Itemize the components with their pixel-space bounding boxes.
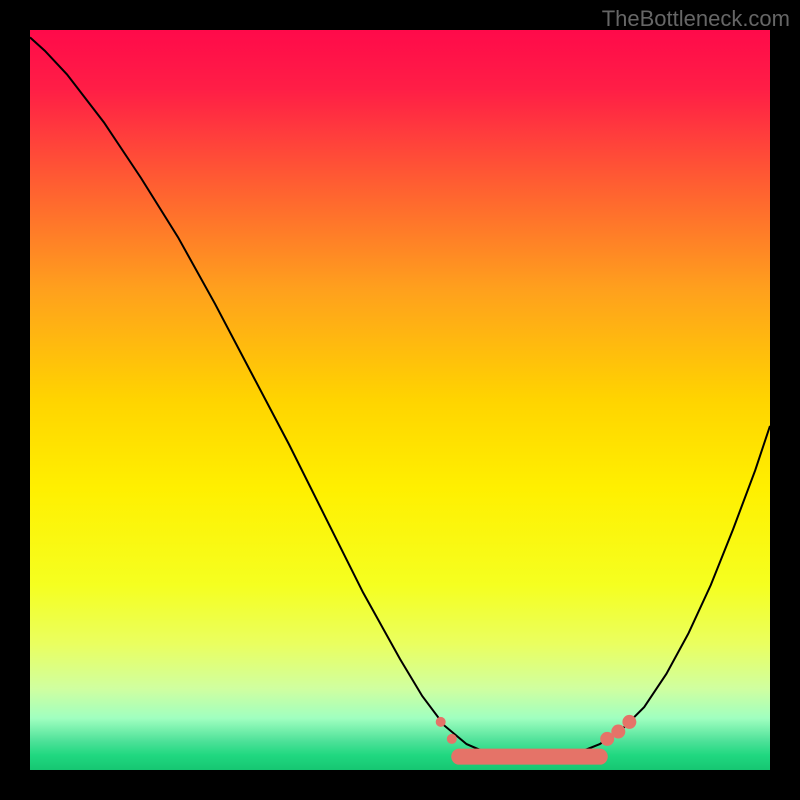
plot-overlay [30, 30, 770, 770]
marker-dot [447, 734, 457, 744]
bottleneck-curve [30, 37, 770, 757]
marker-dot [611, 725, 625, 739]
marker-dot [622, 715, 636, 729]
watermark: TheBottleneck.com [602, 6, 790, 32]
plot-area [30, 30, 770, 770]
marker-dot [436, 717, 446, 727]
